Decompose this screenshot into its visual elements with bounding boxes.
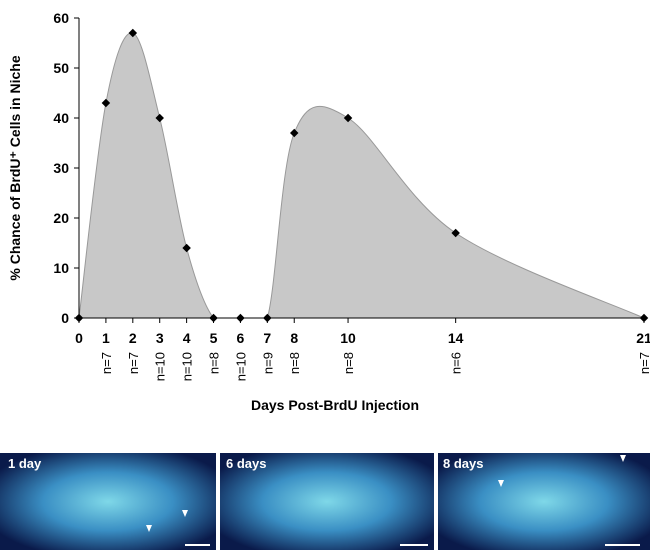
y-tick-label: 10 [53,260,69,276]
arrowhead [146,525,152,532]
arrowhead [182,510,188,517]
panel-label: 6 days [226,456,266,471]
micrograph [220,453,434,550]
x-tick-label: 10 [340,330,356,346]
x-tick-label: 7 [263,330,271,346]
sample-size: n=8 [287,352,302,374]
x-tick-label: 1 [102,330,110,346]
x-tick-label: 8 [290,330,298,346]
sample-size: n=10 [153,352,168,381]
arrowhead [620,455,626,462]
x-tick-label: 21 [636,330,650,346]
data-point [289,128,299,138]
data-point [182,243,191,253]
x-tick-label: 3 [156,330,164,346]
sample-size: n=6 [449,352,464,374]
y-tick-label: 0 [61,310,69,326]
sample-size: n=10 [180,352,195,381]
sample-size: n=9 [260,352,275,374]
sample-size: n=7 [637,352,650,374]
y-tick-label: 50 [53,60,69,76]
x-tick-label: 2 [129,330,137,346]
sample-size: n=10 [233,352,248,381]
y-axis-label: % Chance of BrdU⁺ Cells in Niche [7,55,23,280]
micrograph [0,453,216,550]
x-tick-label: 0 [75,330,83,346]
x-tick-label: 5 [210,330,218,346]
sample-size: n=8 [341,352,356,374]
x-tick-label: 4 [183,330,191,346]
x-tick-label: 6 [237,330,245,346]
sample-size: n=7 [99,352,114,374]
y-tick-label: 40 [53,110,69,126]
plot [79,32,645,318]
curve [79,32,645,318]
data-point [451,228,460,238]
micrograph [438,453,650,550]
data-point [155,113,164,123]
panel-label: 8 days [443,456,483,471]
data-point [343,113,353,123]
y-tick-label: 60 [53,10,69,26]
sample-size: n=8 [207,352,222,374]
area [79,32,644,318]
micrographs: 1 day 6 days 8 days [0,453,650,550]
x-tick-label: 14 [448,330,464,346]
arrowhead [498,480,504,487]
y-tick-label: 30 [53,160,69,176]
x-axis-label: Days Post-BrdU Injection [251,397,419,413]
data-point [101,98,111,108]
panel-label: 1 day [8,456,42,471]
y-tick-label: 20 [53,210,69,226]
sample-size: n=7 [126,352,141,374]
